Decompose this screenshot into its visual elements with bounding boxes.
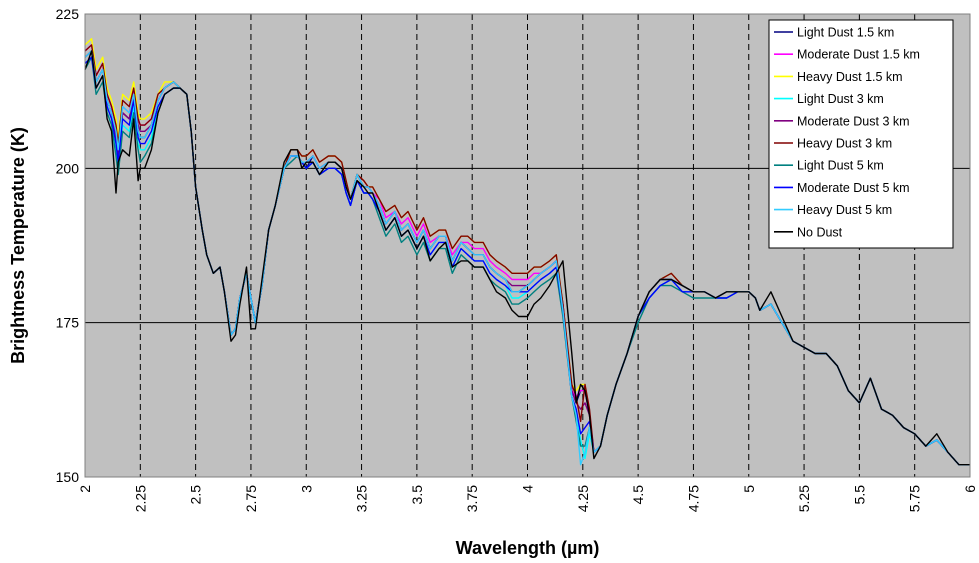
series-line bbox=[84, 50, 970, 466]
x-tick-label: 2 bbox=[77, 485, 93, 493]
x-tick-label: 5.5 bbox=[851, 485, 867, 505]
legend-label: Heavy Dust 5 km bbox=[797, 203, 892, 217]
y-tick-label: 175 bbox=[56, 315, 80, 331]
x-tick-label: 4 bbox=[520, 485, 536, 493]
x-tick-label: 5 bbox=[741, 485, 757, 493]
x-tick-label: 2.25 bbox=[132, 485, 148, 512]
legend-label: Light Dust 3 km bbox=[797, 92, 884, 106]
legend-box bbox=[768, 19, 954, 249]
legend-label: Moderate Dust 3 km bbox=[797, 114, 910, 128]
legend-label: Light Dust 1.5 km bbox=[797, 26, 894, 40]
x-tick-label: 6 bbox=[962, 485, 978, 493]
y-tick-label: 150 bbox=[56, 469, 80, 485]
series-lines bbox=[84, 38, 970, 466]
plot-border bbox=[84, 13, 971, 478]
y-axis-tick-labels: 150 175 200 225 bbox=[56, 6, 80, 485]
x-tick-label: 4.25 bbox=[575, 485, 591, 512]
x-tick-label: 2.5 bbox=[188, 485, 204, 505]
x-tick-label: 3.75 bbox=[464, 485, 480, 512]
x-tick-label: 5.75 bbox=[907, 485, 923, 512]
x-tick-label: 5.25 bbox=[796, 485, 812, 512]
legend-label: Heavy Dust 3 km bbox=[797, 137, 892, 151]
legend: Light Dust 1.5 km Moderate Dust 1.5 km Hea… bbox=[768, 19, 954, 249]
legend-label: Moderate Dust 1.5 km bbox=[797, 48, 920, 62]
x-tick-label: 3.25 bbox=[354, 485, 370, 512]
x-tick-label: 2.75 bbox=[243, 485, 259, 512]
x-tick-label: 3.5 bbox=[409, 485, 425, 505]
x-tick-label: 4.75 bbox=[685, 485, 701, 512]
y-tick-label: 225 bbox=[56, 6, 80, 22]
x-tick-label: 4.5 bbox=[630, 485, 646, 505]
legend-label: No Dust bbox=[797, 225, 843, 239]
x-tick-label: 3 bbox=[298, 485, 314, 493]
x-axis-label: Wavelength (µm) bbox=[456, 538, 600, 558]
legend-label: Moderate Dust 5 km bbox=[797, 181, 910, 195]
y-axis-label: Brightness Temperature (K) bbox=[8, 127, 28, 364]
x-axis-tick-labels: 2 2.25 2.5 2.75 3 3.25 3.5 3.75 4 4.25 4.5 4.75 5 5.2… bbox=[77, 485, 978, 512]
legend-label: Heavy Dust 1.5 km bbox=[797, 70, 903, 84]
legend-label: Light Dust 5 km bbox=[797, 159, 884, 173]
y-tick-label: 200 bbox=[56, 160, 80, 176]
